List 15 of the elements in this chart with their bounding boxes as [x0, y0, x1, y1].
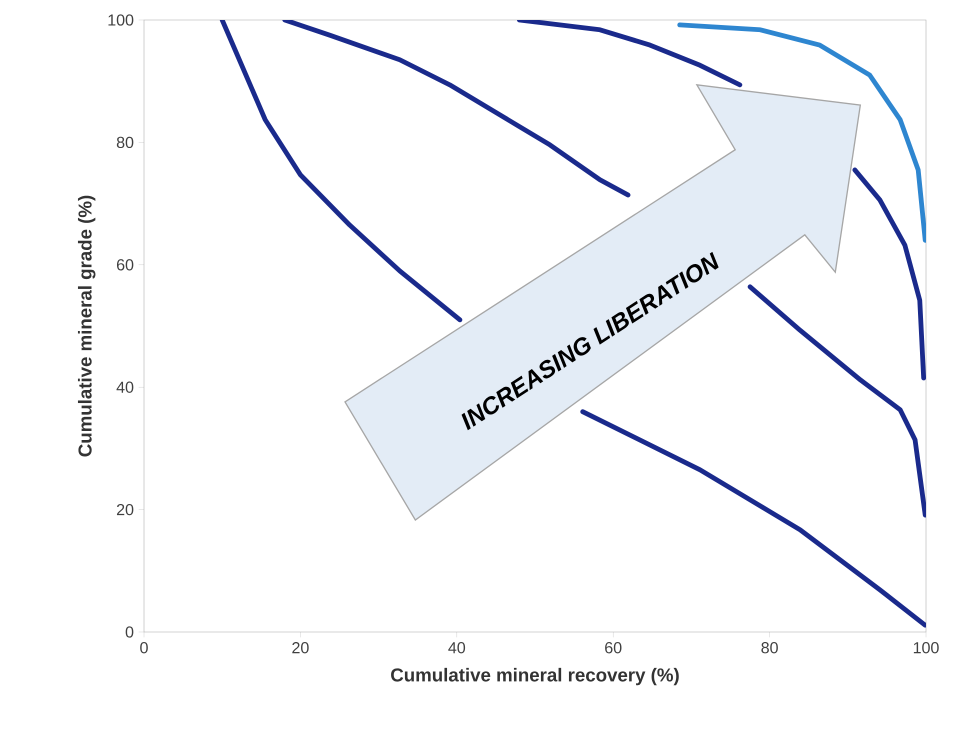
x-tick-label: 0 [140, 642, 148, 654]
x-tick-label: 20 [292, 642, 309, 654]
y-axis-title: Cumulative mineral grade (%) [78, 196, 96, 456]
x-axis-title: Cumulative mineral recovery (%) [391, 668, 679, 686]
y-tick-label: 40 [116, 382, 134, 393]
x-tick-label: 100 [914, 642, 939, 654]
y-tick-label: 80 [116, 136, 134, 148]
x-tick-label: 80 [761, 642, 778, 654]
x-tick-label: 60 [605, 642, 622, 654]
x-tick-label: 40 [448, 642, 466, 654]
y-tick-label: 60 [116, 259, 134, 270]
line-series [677, 22, 926, 243]
y-tick-label: 20 [116, 504, 134, 516]
y-tick-label: 0 [126, 626, 134, 638]
y-tick-label: 100 [108, 14, 134, 26]
